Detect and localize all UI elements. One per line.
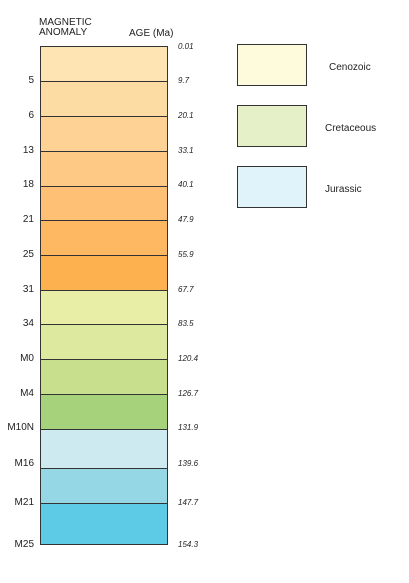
anomaly-label: 6: [28, 110, 34, 121]
timescale-band: [40, 429, 168, 468]
age-label: 9.7: [178, 76, 190, 85]
anomaly-label: 25: [22, 249, 34, 260]
timescale-band: [40, 359, 168, 394]
age-label: 40.1: [178, 180, 194, 189]
age-label: 83.5: [178, 319, 194, 328]
magnetic-anomaly-header: MAGNETIC ANOMALY: [39, 17, 92, 38]
anomaly-label: 34: [22, 318, 34, 329]
age-label: 147.7: [178, 498, 199, 507]
timescale-band: [40, 46, 168, 81]
timescale-band: [40, 394, 168, 429]
legend-box-cretaceous: [237, 105, 307, 147]
timescale-band: [40, 116, 168, 151]
timescale-band: [40, 503, 168, 545]
timescale-band: [40, 151, 168, 186]
age-label: 55.9: [178, 250, 194, 259]
anomaly-label: M10N: [7, 422, 34, 433]
age-label: 33.1: [178, 146, 194, 155]
anomaly-label: 18: [22, 179, 34, 190]
legend-label-jurassic: Jurassic: [325, 184, 362, 195]
timescale-band: [40, 324, 168, 359]
age-label: 126.7: [178, 389, 199, 398]
anomaly-label: 31: [22, 284, 34, 295]
age-label: 20.1: [178, 111, 194, 120]
anomaly-label: M16: [14, 458, 34, 469]
age-label: 67.7: [178, 285, 194, 294]
age-label: 47.9: [178, 215, 194, 224]
legend-box-cenozoic: [237, 44, 307, 86]
age-label: 154.3: [178, 540, 199, 549]
age-label: 120.4: [178, 354, 199, 363]
timescale-band: [40, 290, 168, 324]
legend-box-jurassic: [237, 166, 307, 208]
age-label-top: 0.01: [178, 42, 194, 51]
legend-label-cenozoic: Cenozoic: [329, 62, 371, 73]
anomaly-label: M25: [14, 539, 34, 550]
anomaly-label: 5: [28, 75, 34, 86]
anomaly-label: M4: [20, 388, 34, 399]
anomaly-label: M0: [20, 353, 34, 364]
timescale-band: [40, 186, 168, 220]
anomaly-label: 13: [22, 145, 34, 156]
age-label: 131.9: [178, 423, 199, 432]
age-label: 139.6: [178, 459, 199, 468]
timescale-column: [40, 46, 168, 545]
timescale-band: [40, 468, 168, 503]
anomaly-label: 21: [22, 214, 34, 225]
age-header: AGE (Ma): [129, 28, 174, 39]
timescale-band: [40, 220, 168, 255]
anomaly-label: M21: [14, 497, 34, 508]
timescale-band: [40, 81, 168, 116]
timescale-band: [40, 255, 168, 290]
legend-label-cretaceous: Cretaceous: [325, 123, 377, 134]
